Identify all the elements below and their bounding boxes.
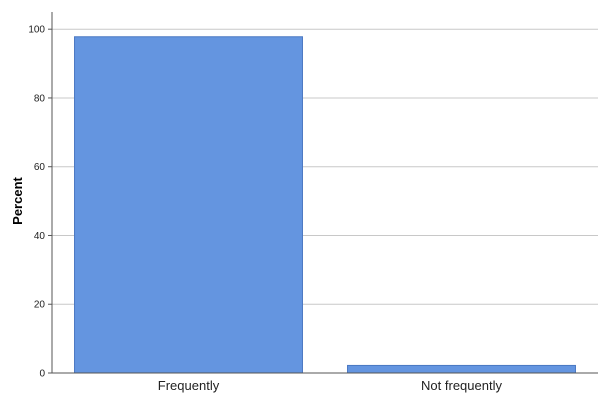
x-category-labels: Frequently Not frequently: [158, 378, 503, 393]
y-tick-label: 20: [34, 300, 46, 311]
bars: [74, 36, 576, 374]
bar-frequently: [74, 36, 303, 374]
y-tick-label: 40: [34, 231, 46, 242]
y-tick-label: 0: [39, 369, 45, 380]
y-tick-labels: 0 20 40 60 80 100: [28, 25, 52, 380]
axes: [51, 12, 598, 374]
y-tick-label: 100: [28, 25, 45, 36]
y-tick-label: 60: [34, 162, 46, 173]
x-category-label: Frequently: [158, 378, 220, 393]
y-tick-label: 80: [34, 93, 46, 104]
x-category-label: Not frequently: [421, 378, 502, 393]
bar-not-frequently: [347, 364, 576, 374]
y-axis-title: Percent: [10, 176, 25, 224]
